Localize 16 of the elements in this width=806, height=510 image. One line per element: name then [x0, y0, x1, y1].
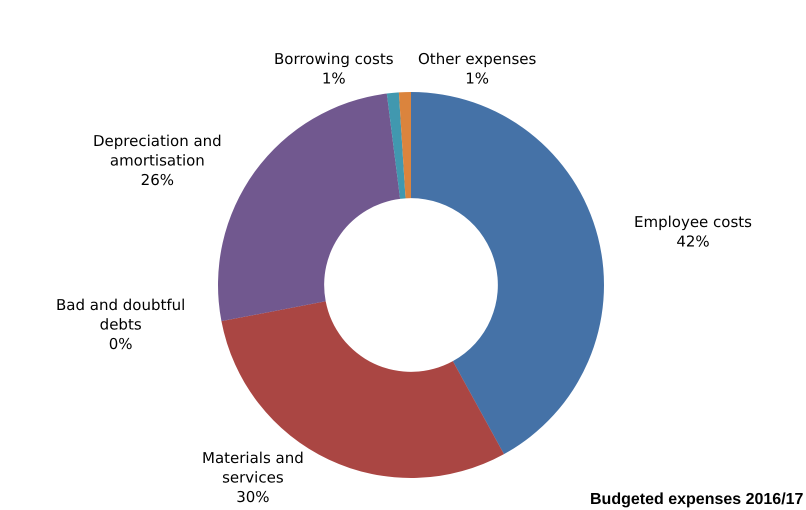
slice-label: Employee costs: [634, 213, 752, 231]
data-label: 42%: [676, 232, 710, 250]
data-label: 30%: [236, 488, 270, 506]
slice-label: Depreciation and amortisation: [93, 132, 222, 170]
data-label: 1%: [322, 70, 346, 88]
data-label: 1%: [465, 70, 490, 88]
donut-slice: [398, 92, 411, 198]
text: 0%: [108, 335, 133, 353]
slice-label: Borrowing costs: [274, 50, 394, 68]
text: Budgeted expenses 2016/17: [590, 491, 804, 508]
donut-slice: [386, 92, 406, 199]
slice-label: Materials and services: [202, 449, 304, 486]
slice-label: Other expenses: [418, 50, 536, 68]
donut-slice: [411, 92, 604, 454]
data-label: 26%: [140, 171, 174, 189]
category-label: Bad and doubtful debts: [56, 296, 186, 334]
